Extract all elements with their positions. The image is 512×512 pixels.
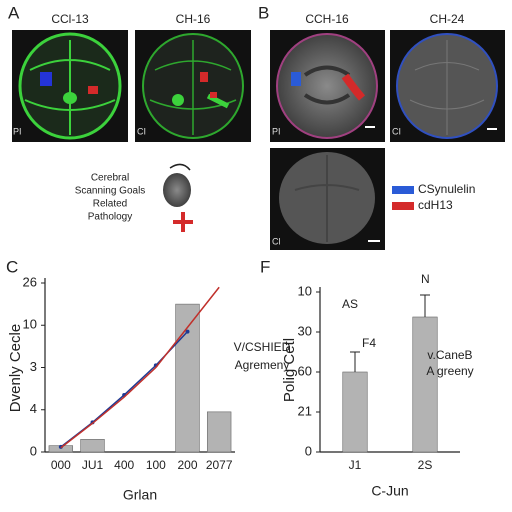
y-tick-label: 60 bbox=[298, 363, 312, 378]
bar bbox=[206, 411, 232, 453]
x-tick-label: JU1 bbox=[82, 458, 104, 472]
bar bbox=[342, 371, 368, 453]
caption-line: Pathology bbox=[88, 212, 132, 223]
image-tag: CI bbox=[137, 126, 146, 136]
x-tick-label: 2S bbox=[418, 458, 433, 472]
y-tick-label: 4 bbox=[30, 401, 37, 416]
line-point bbox=[185, 329, 190, 334]
plus-icon bbox=[173, 212, 193, 232]
annotation: v.CaneB bbox=[427, 348, 472, 362]
y-tick-label: 26 bbox=[23, 274, 37, 289]
image-title: CCl-13 bbox=[51, 12, 89, 26]
image-title: CH-16 bbox=[176, 12, 211, 26]
image-title: CCH-16 bbox=[305, 12, 349, 26]
caption-line: Related bbox=[93, 199, 127, 210]
scan-image bbox=[270, 30, 385, 142]
annotation: V/CSHIED bbox=[234, 340, 291, 354]
error-bar bbox=[350, 351, 360, 372]
scan-image bbox=[12, 30, 128, 142]
bar bbox=[175, 303, 200, 453]
y-tick-label: 3 bbox=[30, 359, 37, 374]
annotation: N bbox=[421, 272, 430, 286]
caption: Cerebral Scanning Goals Related Patholog… bbox=[75, 173, 146, 223]
legend-swatch bbox=[392, 186, 414, 194]
brain-icon bbox=[163, 173, 191, 207]
legend-swatch bbox=[392, 202, 414, 210]
scan-image bbox=[390, 30, 505, 142]
line bbox=[60, 331, 189, 448]
bar bbox=[412, 316, 438, 453]
legend-label: cdH13 bbox=[418, 198, 453, 212]
image-title: CH-24 bbox=[430, 12, 465, 26]
y-axis-label: Polig Cetl bbox=[281, 338, 298, 402]
image-tag: PI bbox=[272, 126, 281, 136]
x-axis-label: C-Jun bbox=[371, 483, 408, 499]
legend-label: CSynulelin bbox=[418, 182, 475, 196]
annotation: A greeny bbox=[426, 364, 473, 378]
x-axis-label: Grlan bbox=[123, 487, 157, 503]
caption-line: Cerebral bbox=[91, 173, 129, 184]
y-axis-label: Dvenly Cecle bbox=[7, 324, 24, 412]
panel-label: C bbox=[6, 257, 18, 276]
panel-label: A bbox=[8, 3, 20, 22]
error-bar bbox=[420, 294, 430, 317]
x-tick-label: 2077 bbox=[206, 458, 233, 472]
scan-image bbox=[135, 30, 251, 142]
annotation: Agremeny bbox=[235, 358, 290, 372]
caption-line: Scanning Goals bbox=[75, 186, 146, 197]
panel-label: F bbox=[260, 257, 270, 276]
legend: CSynulelin cdH13 bbox=[392, 182, 475, 212]
annotation: F4 bbox=[362, 336, 376, 350]
image-tag: CI bbox=[392, 126, 401, 136]
annotation: AS bbox=[342, 297, 358, 311]
y-tick-label: 30 bbox=[298, 323, 312, 338]
panel-label: B bbox=[258, 3, 269, 22]
x-tick-label: 000 bbox=[51, 458, 71, 472]
x-tick-label: J1 bbox=[349, 458, 362, 472]
line bbox=[60, 286, 220, 449]
y-tick-label: 21 bbox=[298, 403, 312, 418]
scan-image bbox=[270, 148, 385, 250]
x-tick-label: 400 bbox=[114, 458, 134, 472]
y-tick-label: 10 bbox=[298, 283, 312, 298]
y-tick-label: 0 bbox=[305, 443, 312, 458]
x-tick-label: 100 bbox=[146, 458, 166, 472]
image-tag: PI bbox=[13, 126, 22, 136]
image-tag: Cl bbox=[272, 236, 281, 246]
y-tick-label: 10 bbox=[23, 317, 37, 332]
y-tick-label: 0 bbox=[30, 443, 37, 458]
arrow bbox=[169, 163, 191, 171]
bar bbox=[80, 439, 105, 453]
x-tick-label: 200 bbox=[177, 458, 197, 472]
